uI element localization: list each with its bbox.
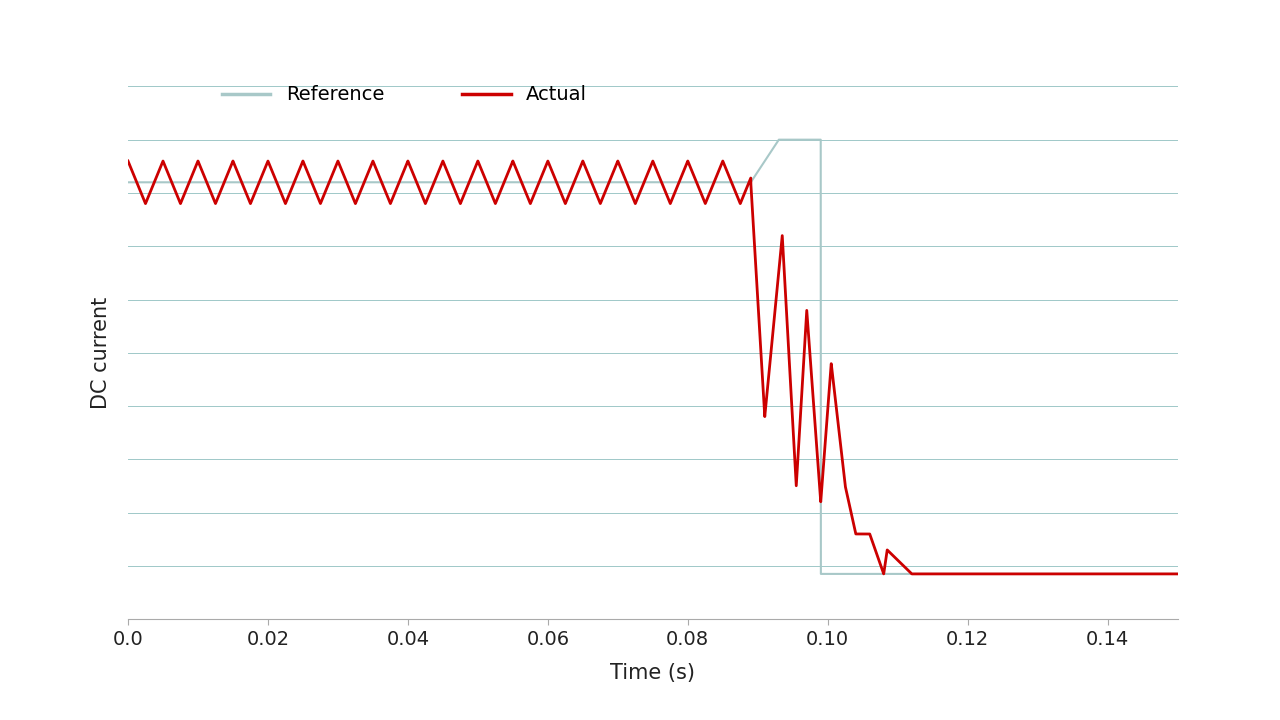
X-axis label: Time (s): Time (s) — [611, 662, 695, 683]
Y-axis label: DC current: DC current — [91, 297, 111, 409]
Legend: Reference, Actual: Reference, Actual — [221, 86, 588, 104]
